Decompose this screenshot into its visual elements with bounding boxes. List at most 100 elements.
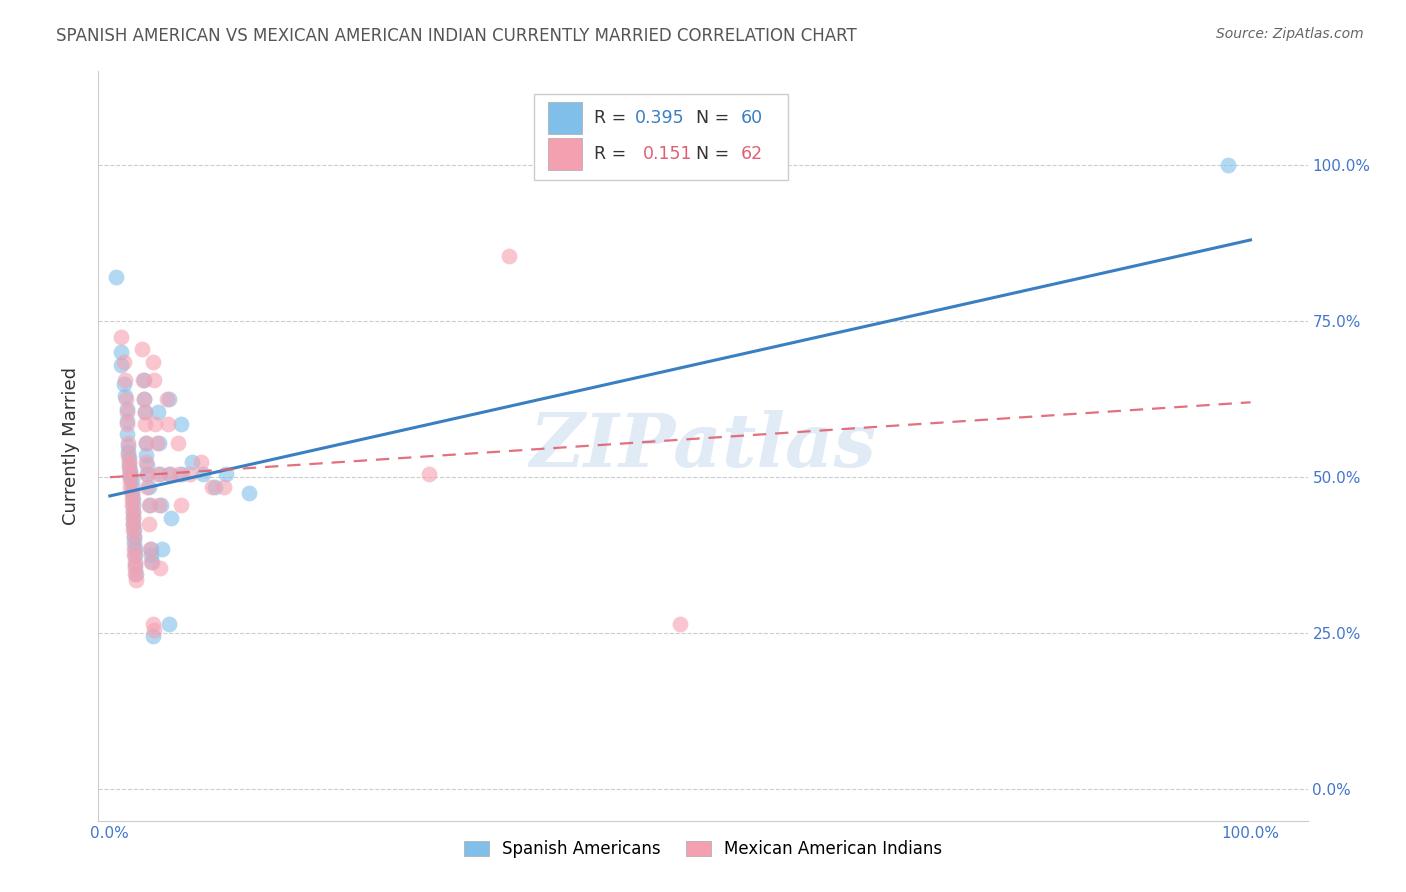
Point	[139, 541, 162, 557]
Point	[181, 455, 204, 469]
Point	[145, 417, 167, 432]
Point	[115, 417, 138, 432]
Point	[120, 467, 142, 482]
Point	[136, 480, 159, 494]
Point	[117, 448, 139, 462]
Point	[143, 623, 166, 637]
Point	[124, 558, 146, 572]
Point	[121, 517, 143, 532]
Point	[104, 270, 127, 285]
FancyBboxPatch shape	[548, 102, 582, 134]
Point	[142, 355, 165, 369]
Point	[142, 617, 165, 632]
Point	[498, 249, 520, 263]
Point	[121, 510, 143, 524]
Point	[134, 405, 156, 419]
Point	[139, 541, 162, 557]
Point	[110, 358, 132, 372]
Point	[159, 467, 181, 482]
Point	[121, 492, 143, 507]
Point	[124, 561, 146, 575]
Point	[170, 467, 193, 482]
Point	[118, 451, 141, 466]
Point	[238, 485, 260, 500]
Point	[124, 548, 146, 563]
Point	[150, 498, 173, 512]
Point	[150, 541, 173, 557]
Point	[110, 330, 132, 344]
Point	[135, 455, 157, 469]
Text: R =: R =	[595, 109, 631, 127]
Point	[121, 480, 143, 494]
Point	[115, 401, 138, 416]
Point	[193, 467, 215, 482]
Point	[204, 480, 226, 494]
Text: N =: N =	[685, 145, 734, 162]
Point	[122, 548, 145, 563]
Text: ZIPatlas: ZIPatlas	[530, 409, 876, 483]
Point	[157, 467, 180, 482]
Point	[121, 492, 143, 507]
Point	[135, 448, 157, 462]
Point	[212, 480, 235, 494]
Point	[201, 480, 224, 494]
Text: 0.395: 0.395	[636, 109, 685, 127]
Point	[121, 505, 143, 519]
Point	[148, 498, 170, 512]
Point	[121, 473, 143, 487]
Point	[157, 617, 180, 632]
Point	[134, 417, 156, 432]
Point	[139, 555, 162, 569]
Point	[124, 567, 146, 582]
Point	[121, 485, 143, 500]
Point	[120, 467, 142, 482]
Point	[145, 435, 167, 450]
Point	[121, 517, 143, 532]
Text: Source: ZipAtlas.com: Source: ZipAtlas.com	[1216, 27, 1364, 41]
Legend: Spanish Americans, Mexican American Indians: Spanish Americans, Mexican American Indi…	[457, 833, 949, 864]
Point	[122, 530, 145, 544]
Point	[132, 373, 155, 387]
Point	[149, 467, 172, 482]
Point	[138, 480, 160, 494]
Point	[136, 467, 159, 482]
Point	[121, 510, 143, 524]
Point	[125, 567, 148, 582]
Point	[138, 498, 160, 512]
Point	[122, 530, 145, 544]
Point	[120, 473, 142, 487]
Point	[131, 343, 153, 357]
Point	[122, 541, 145, 557]
Point	[179, 467, 201, 482]
Point	[215, 467, 238, 482]
Point	[120, 464, 142, 478]
Point	[149, 561, 172, 575]
Point	[120, 470, 142, 484]
Point	[112, 376, 135, 391]
Point	[120, 480, 142, 494]
Point	[118, 461, 141, 475]
Point	[157, 392, 180, 407]
Y-axis label: Currently Married: Currently Married	[62, 367, 80, 525]
Point	[139, 498, 162, 512]
Point	[132, 373, 155, 387]
Point	[139, 548, 162, 563]
Point	[134, 405, 156, 419]
Point	[169, 417, 191, 432]
Point	[121, 498, 143, 512]
Text: 0.151: 0.151	[643, 145, 692, 162]
Point	[146, 405, 169, 419]
Point	[132, 392, 155, 407]
Point	[117, 435, 139, 450]
Point	[143, 373, 166, 387]
Point	[146, 467, 169, 482]
Point	[167, 435, 190, 450]
Point	[122, 535, 145, 549]
Point	[136, 467, 159, 482]
Text: 62: 62	[741, 145, 762, 162]
Text: 60: 60	[741, 109, 762, 127]
Point	[156, 392, 179, 407]
Point	[1216, 158, 1239, 172]
Point	[121, 498, 143, 512]
Point	[669, 617, 692, 632]
